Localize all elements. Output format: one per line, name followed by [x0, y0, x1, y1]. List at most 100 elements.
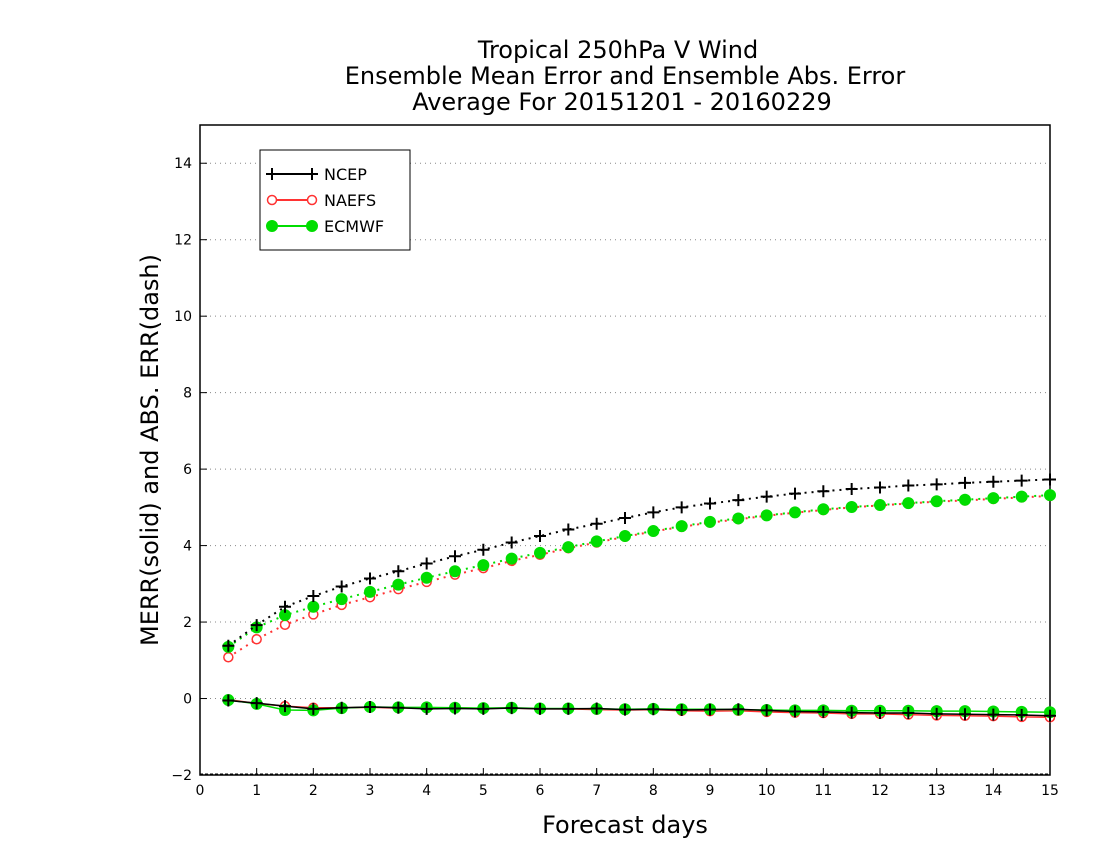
x-tick-label: 12: [871, 783, 889, 799]
ncep-mean-err-point: [760, 704, 773, 717]
legend-marker-ncep: [266, 168, 278, 180]
ecmwf-abs-err-point: [874, 499, 886, 512]
naefs-abs-err-point: [251, 634, 262, 645]
ecmwf-abs-err-point: [732, 512, 745, 525]
ecmwf-abs-err-point: [902, 497, 915, 510]
ecmwf-abs-err-point: [817, 503, 830, 516]
naefs-abs-err-point: [279, 619, 291, 630]
ncep-abs-err-point: [420, 557, 433, 570]
ncep-abs-err-point: [307, 590, 320, 603]
ncep-mean-err-point: [1044, 709, 1056, 722]
x-tick-label: 1: [252, 783, 261, 799]
ecmwf-abs-err-point: [562, 541, 575, 554]
ecmwf-abs-err-point: [449, 565, 461, 578]
x-tick-label: 11: [814, 783, 832, 799]
ecmwf-abs-err-point: [675, 520, 688, 533]
ncep-abs-err-point: [760, 490, 773, 503]
series-ecmwf: [222, 489, 1056, 719]
ncep-mean-err-point: [789, 705, 801, 718]
ncep-abs-err-point: [222, 639, 235, 652]
ncep-mean-err-point: [505, 702, 518, 715]
gridlines: [200, 162, 1050, 775]
x-tick-label: 0: [196, 783, 205, 799]
ncep-mean-err-point: [732, 703, 745, 716]
ncep-abs-err-point: [335, 580, 348, 593]
ncep-abs-err-point: [959, 476, 971, 489]
ecmwf-abs-err-point: [477, 559, 490, 572]
ncep-mean-err-line: [228, 699, 1051, 717]
y-tick-label: 12: [174, 233, 192, 249]
ncep-mean-err-point: [619, 703, 631, 716]
ncep-mean-err-point: [477, 702, 490, 715]
ncep-abs-err-point: [732, 494, 745, 507]
ecmwf-abs-err-point: [619, 530, 631, 543]
ncep-mean-err-point: [279, 700, 291, 713]
ncep-abs-err-point: [1044, 473, 1056, 486]
legend-label-naefs: NAEFS: [324, 191, 376, 210]
ncep-mean-err-point: [845, 706, 858, 719]
ncep-mean-err-point: [675, 704, 688, 716]
ecmwf-abs-err-point: [420, 571, 433, 584]
y-tick-label: 0: [183, 692, 192, 708]
ncep-abs-err-point: [477, 543, 490, 556]
y-tick-label: 4: [183, 539, 192, 555]
naefs-abs-err-point: [223, 651, 234, 663]
legend-marker-naefs: [266, 194, 278, 206]
ncep-abs-err-point: [874, 481, 886, 494]
y-tick-label: 14: [174, 156, 192, 172]
ecmwf-abs-err-point: [1044, 489, 1056, 502]
ncep-mean-err-point: [335, 701, 348, 714]
chart-title-line-3: Average For 20151201 - 20160229: [412, 88, 832, 116]
ecmwf-abs-err-point: [930, 495, 943, 508]
ncep-mean-err-point: [647, 703, 660, 716]
ecmwf-abs-err-point: [1015, 490, 1028, 503]
x-axis-label: Forecast days: [542, 811, 708, 839]
ecmwf-abs-err-point: [392, 578, 405, 591]
ncep-abs-err-point: [675, 501, 688, 514]
x-tick-label: 10: [758, 783, 776, 799]
ncep-mean-err-point: [930, 707, 943, 720]
ecmwf-abs-err-point: [959, 493, 971, 506]
ncep-abs-err-point: [364, 572, 376, 585]
y-tick-label: −2: [171, 768, 192, 784]
ncep-mean-err-point: [959, 708, 971, 721]
legend-marker-ecmwf: [266, 220, 278, 232]
y-axis-label: MERR(solid) and ABS. ERR(dash): [136, 254, 164, 646]
ncep-mean-err-point: [250, 697, 263, 710]
ncep-abs-err-point: [1015, 474, 1028, 487]
ncep-abs-err-point: [619, 512, 631, 525]
x-tick-label: 6: [536, 783, 545, 799]
ecmwf-abs-err-point: [534, 546, 546, 559]
chart-title-line-1: Tropical 250hPa V Wind: [477, 36, 758, 64]
ecmwf-abs-err-point: [307, 600, 320, 613]
x-tick-label: 7: [592, 783, 601, 799]
ecmwf-abs-err-point: [987, 492, 1000, 505]
chart-title-line-2: Ensemble Mean Error and Ensemble Abs. Er…: [345, 62, 906, 90]
ncep-abs-err-point: [250, 619, 263, 632]
ecmwf-abs-err-point: [760, 509, 773, 522]
ncep-mean-err-point: [392, 701, 405, 714]
legend-marker-naefs: [306, 194, 318, 206]
ncep-mean-err-point: [307, 702, 320, 715]
ncep-abs-err-point: [449, 550, 461, 563]
ncep-mean-err-point: [562, 702, 575, 715]
ecmwf-abs-err-point: [647, 525, 660, 538]
ncep-mean-err-point: [590, 702, 603, 715]
ncep-abs-err-point: [704, 497, 716, 510]
ncep-abs-err-point: [590, 517, 603, 530]
ncep-mean-err-point: [222, 694, 235, 707]
ncep-abs-err-point: [279, 600, 291, 613]
y-tick-label: 8: [183, 386, 192, 402]
y-tick-label: 2: [183, 615, 192, 631]
ncep-abs-err-point: [817, 485, 830, 498]
ncep-mean-err-point: [420, 702, 433, 715]
ncep-abs-err-point: [647, 506, 660, 519]
ncep-abs-err-point: [534, 530, 546, 543]
x-tick-label: 14: [984, 783, 1002, 799]
x-tick-label: 15: [1041, 783, 1059, 799]
series-ncep: [222, 473, 1056, 722]
ncep-mean-err-point: [1015, 708, 1028, 721]
ncep-abs-err-point: [845, 483, 858, 495]
legend-marker-ncep: [306, 168, 318, 180]
